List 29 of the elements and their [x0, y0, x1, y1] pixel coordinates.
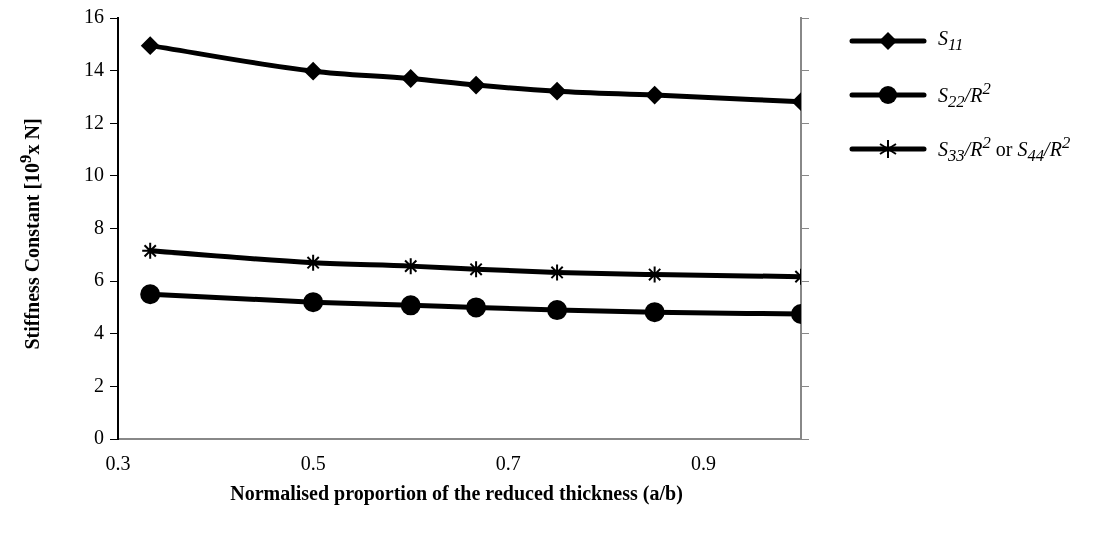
text: S$_{33}$/R$^{2}$ or S$_{44}$/R$^{2}$ [938, 132, 1071, 165]
y-tick-label: 4 [94, 321, 104, 343]
x-tick-label: 0.9 [690, 452, 716, 475]
point [644, 302, 665, 323]
point [466, 297, 487, 318]
y-tick-label: 2 [94, 373, 104, 396]
y-tick-label: 12 [84, 110, 104, 133]
y-tick-label: 8 [94, 215, 104, 238]
point [547, 300, 568, 321]
y-tick-label: 16 [84, 5, 104, 28]
point [467, 76, 486, 95]
x-tick-label: 0.5 [300, 452, 326, 475]
point [140, 284, 161, 305]
legend-label: S$_{22}$/R$^{2}$ [938, 78, 991, 112]
y-tick-label: 10 [84, 163, 104, 186]
x-axis-title: Normalised proportion of the reduced thickness (a/b) [229, 482, 684, 505]
point [548, 82, 567, 101]
y-tick-label: 0 [94, 426, 104, 449]
y-tick-label: 14 [84, 57, 104, 80]
point [400, 295, 421, 316]
legend-label: S$_{11}$ [938, 27, 964, 55]
x-tick-label: 0.7 [495, 452, 521, 475]
point [401, 69, 420, 88]
point [141, 36, 160, 55]
x-tick-label: 0.3 [105, 452, 131, 475]
point [303, 292, 324, 313]
y-tick-label: 6 [94, 268, 104, 291]
point [645, 86, 664, 105]
point [304, 62, 323, 81]
